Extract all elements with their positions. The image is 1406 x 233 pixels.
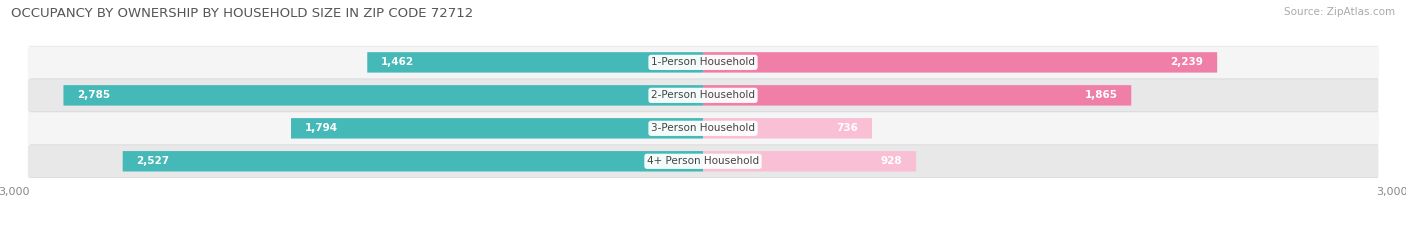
Text: 4+ Person Household: 4+ Person Household	[647, 156, 759, 166]
Text: 2-Person Household: 2-Person Household	[651, 90, 755, 100]
Text: 1,794: 1,794	[305, 123, 337, 133]
Text: OCCUPANCY BY OWNERSHIP BY HOUSEHOLD SIZE IN ZIP CODE 72712: OCCUPANCY BY OWNERSHIP BY HOUSEHOLD SIZE…	[11, 7, 474, 20]
Text: 3-Person Household: 3-Person Household	[651, 123, 755, 133]
FancyBboxPatch shape	[703, 151, 917, 171]
Text: 1-Person Household: 1-Person Household	[651, 57, 755, 67]
Text: 2,527: 2,527	[136, 156, 170, 166]
Text: Source: ZipAtlas.com: Source: ZipAtlas.com	[1284, 7, 1395, 17]
FancyBboxPatch shape	[30, 46, 1378, 79]
FancyBboxPatch shape	[122, 151, 703, 171]
Text: 2,785: 2,785	[77, 90, 110, 100]
FancyBboxPatch shape	[28, 145, 1378, 178]
FancyBboxPatch shape	[703, 118, 872, 139]
FancyBboxPatch shape	[30, 145, 1378, 178]
Text: 1,865: 1,865	[1084, 90, 1118, 100]
Text: 736: 736	[837, 123, 858, 133]
FancyBboxPatch shape	[291, 118, 703, 139]
FancyBboxPatch shape	[30, 112, 1378, 145]
Text: 1,462: 1,462	[381, 57, 415, 67]
FancyBboxPatch shape	[28, 112, 1378, 144]
Text: 928: 928	[880, 156, 903, 166]
FancyBboxPatch shape	[703, 52, 1218, 73]
FancyBboxPatch shape	[28, 79, 1378, 112]
FancyBboxPatch shape	[703, 85, 1132, 106]
FancyBboxPatch shape	[28, 46, 1378, 79]
FancyBboxPatch shape	[367, 52, 703, 73]
FancyBboxPatch shape	[30, 79, 1378, 112]
Text: 2,239: 2,239	[1171, 57, 1204, 67]
FancyBboxPatch shape	[63, 85, 703, 106]
